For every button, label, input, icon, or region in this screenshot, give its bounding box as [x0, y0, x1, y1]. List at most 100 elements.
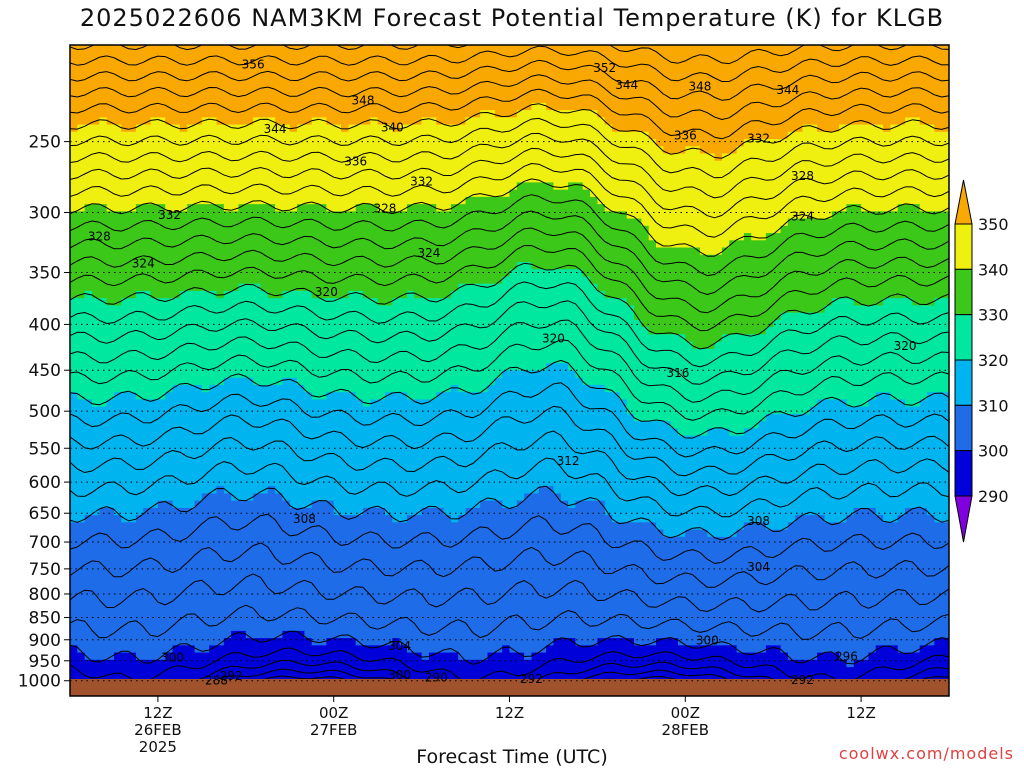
- field-cell: [113, 240, 122, 249]
- field-cell: [736, 262, 745, 270]
- field-cell: [304, 160, 313, 169]
- field-cell: [494, 283, 503, 292]
- field-cell: [99, 247, 108, 256]
- field-cell: [890, 175, 899, 184]
- field-cell: [509, 139, 518, 147]
- field-cell: [765, 117, 774, 126]
- field-cell: [575, 59, 584, 68]
- field-cell: [780, 225, 789, 234]
- field-cell: [619, 233, 628, 241]
- field-cell: [590, 240, 598, 249]
- field-cell: [341, 182, 349, 191]
- field-cell: [128, 73, 137, 82]
- field-cell: [912, 73, 921, 82]
- field-cell: [458, 175, 467, 184]
- field-cell: [597, 95, 606, 104]
- field-cell: [436, 139, 445, 147]
- field-cell: [868, 73, 877, 82]
- field-cell: [765, 225, 774, 234]
- field-cell: [399, 283, 408, 292]
- field-cell: [546, 110, 555, 118]
- field-cell: [560, 240, 569, 249]
- field-cell: [905, 327, 913, 335]
- field-cell: [758, 305, 767, 314]
- field-cell: [707, 81, 716, 89]
- field-cell: [692, 327, 701, 335]
- field-cell: [84, 290, 93, 299]
- field-cell: [209, 117, 218, 126]
- field-cell: [311, 167, 320, 176]
- field-cell: [355, 298, 364, 306]
- field-cell: [861, 290, 870, 299]
- field-cell: [831, 110, 840, 118]
- field-cell: [370, 81, 379, 89]
- field-cell: [384, 110, 393, 118]
- field-cell: [817, 269, 826, 278]
- field-cell: [634, 240, 642, 249]
- field-cell: [113, 204, 122, 212]
- field-cell: [824, 167, 833, 176]
- field-cell: [831, 218, 840, 227]
- field-cell: [817, 334, 826, 343]
- field-cell: [626, 45, 635, 53]
- field-cell: [355, 211, 364, 220]
- field-cell: [77, 117, 86, 126]
- field-cell: [883, 269, 891, 278]
- field-cell: [934, 218, 943, 227]
- field-cell: [853, 319, 862, 328]
- field-cell: [209, 254, 218, 263]
- field-cell: [714, 160, 723, 169]
- field-cell: [333, 254, 342, 263]
- field-cell: [304, 146, 313, 155]
- field-cell: [883, 117, 891, 126]
- field-cell: [458, 160, 467, 169]
- field-cell: [143, 283, 152, 292]
- field-cell: [824, 298, 833, 306]
- field-cell: [282, 312, 291, 321]
- field-cell: [282, 117, 291, 126]
- field-cell: [311, 233, 320, 241]
- field-cell: [824, 269, 833, 278]
- field-cell: [428, 45, 437, 53]
- field-cell: [282, 218, 291, 227]
- field-cell: [326, 59, 335, 68]
- field-cell: [187, 262, 196, 270]
- field-cell: [113, 131, 122, 140]
- field-cell: [377, 66, 386, 75]
- field-cell: [267, 124, 276, 133]
- field-cell: [780, 305, 789, 314]
- field-cell: [179, 182, 188, 191]
- field-cell: [751, 262, 760, 270]
- field-cell: [282, 269, 291, 278]
- field-cell: [677, 189, 686, 198]
- field-cell: [406, 283, 415, 292]
- field-cell: [282, 196, 291, 205]
- field-cell: [216, 153, 225, 162]
- field-cell: [223, 262, 232, 270]
- field-cell: [553, 312, 562, 321]
- field-cell: [326, 218, 335, 227]
- field-cell: [817, 102, 826, 111]
- field-cell: [685, 175, 694, 184]
- field-cell: [861, 167, 870, 176]
- field-cell: [568, 131, 577, 140]
- field-cell: [912, 117, 921, 126]
- field-cell: [231, 262, 240, 270]
- field-cell: [487, 240, 496, 249]
- field-cell: [121, 139, 130, 147]
- field-cell: [619, 240, 628, 249]
- field-cell: [135, 175, 144, 184]
- field-cell: [677, 327, 686, 335]
- field-cell: [780, 262, 789, 270]
- field-cell: [245, 102, 254, 111]
- field-cell: [846, 225, 855, 234]
- field-cell: [421, 247, 430, 256]
- field-cell: [626, 233, 635, 241]
- field-cell: [370, 167, 379, 176]
- field-cell: [758, 262, 767, 270]
- field-cell: [450, 211, 459, 220]
- field-cell: [84, 45, 93, 53]
- field-cell: [802, 146, 811, 155]
- field-cell: [868, 95, 877, 104]
- field-cell: [194, 269, 203, 278]
